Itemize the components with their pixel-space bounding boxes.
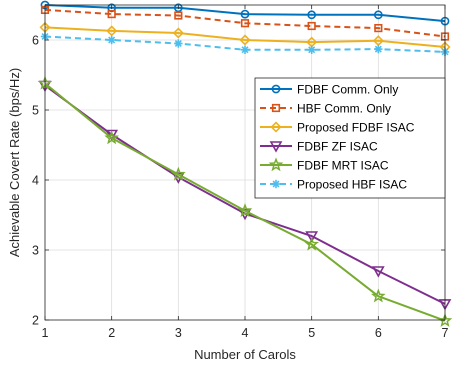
legend-box xyxy=(254,77,446,199)
data-point xyxy=(304,236,319,251)
legend-marker xyxy=(271,84,281,94)
data-point xyxy=(174,39,183,48)
y-tick-label: 3 xyxy=(32,244,39,258)
series-line xyxy=(44,26,446,48)
x-axis-label: Number of Carols xyxy=(194,347,296,362)
y-tick-label: 6 xyxy=(32,34,39,48)
y-tick-label: 2 xyxy=(32,314,39,328)
data-point xyxy=(305,231,319,243)
x-tick-label: 7 xyxy=(442,326,449,340)
data-point xyxy=(371,266,385,278)
data-point xyxy=(374,23,383,33)
data-point xyxy=(373,10,383,20)
x-tick-label: 3 xyxy=(175,326,182,340)
series-4 xyxy=(37,75,453,327)
x-tick-label: 5 xyxy=(308,326,315,340)
legend-item: Proposed FDBF ISAC xyxy=(260,120,415,134)
legend-label: FDBF MRT ISAC xyxy=(297,158,389,172)
data-point xyxy=(374,44,383,54)
data-point xyxy=(239,34,251,46)
x-tick-label: 2 xyxy=(108,326,115,340)
legend-item: FDBF ZF ISAC xyxy=(260,139,378,153)
legend-marker xyxy=(271,179,281,189)
data-point xyxy=(173,3,183,13)
data-point xyxy=(107,10,116,19)
y-tick-label: 4 xyxy=(32,174,39,188)
y-tick-label: 5 xyxy=(32,104,39,118)
data-point xyxy=(240,9,250,19)
x-tick-label: 6 xyxy=(375,326,382,340)
series-line xyxy=(44,8,446,38)
legend-item: FDBF Comm. Only xyxy=(260,82,398,96)
legend-marker xyxy=(270,121,282,133)
legend-item: Proposed HBF ISAC xyxy=(260,177,407,191)
legend-label: Proposed HBF ISAC xyxy=(297,177,407,191)
data-point xyxy=(171,166,186,181)
legend-marker xyxy=(268,157,284,172)
legend-marker xyxy=(269,141,283,153)
y-axis-label: Achievable Covert Rate (bps/Hz) xyxy=(7,68,22,257)
data-point xyxy=(174,11,183,20)
legend-label: HBF Comm. Only xyxy=(297,101,391,115)
data-point xyxy=(107,35,116,45)
x-tick-label: 4 xyxy=(242,326,249,340)
legend: FDBF Comm. Only HBF Comm. Only Proposed FD… xyxy=(254,77,446,199)
data-point xyxy=(172,27,184,39)
series-1 xyxy=(40,5,450,41)
data-point xyxy=(307,45,316,54)
x-tick-label: 1 xyxy=(42,326,49,340)
series-layer xyxy=(37,0,453,327)
legend-item: FDBF MRT ISAC xyxy=(260,157,389,172)
data-point xyxy=(106,25,118,37)
legend-marker xyxy=(271,103,281,113)
data-point xyxy=(307,10,317,20)
data-point xyxy=(237,203,253,218)
legend-label: FDBF ZF ISAC xyxy=(297,139,378,153)
data-point xyxy=(104,130,119,145)
series-line xyxy=(44,82,446,322)
data-point xyxy=(240,19,250,28)
legend-label: FDBF Comm. Only xyxy=(297,82,398,96)
data-point xyxy=(240,45,250,54)
data-point xyxy=(307,21,316,31)
data-point xyxy=(371,288,386,303)
legend-item: HBF Comm. Only xyxy=(260,101,391,115)
legend-label: Proposed FDBF ISAC xyxy=(297,120,415,134)
data-point xyxy=(437,313,453,327)
